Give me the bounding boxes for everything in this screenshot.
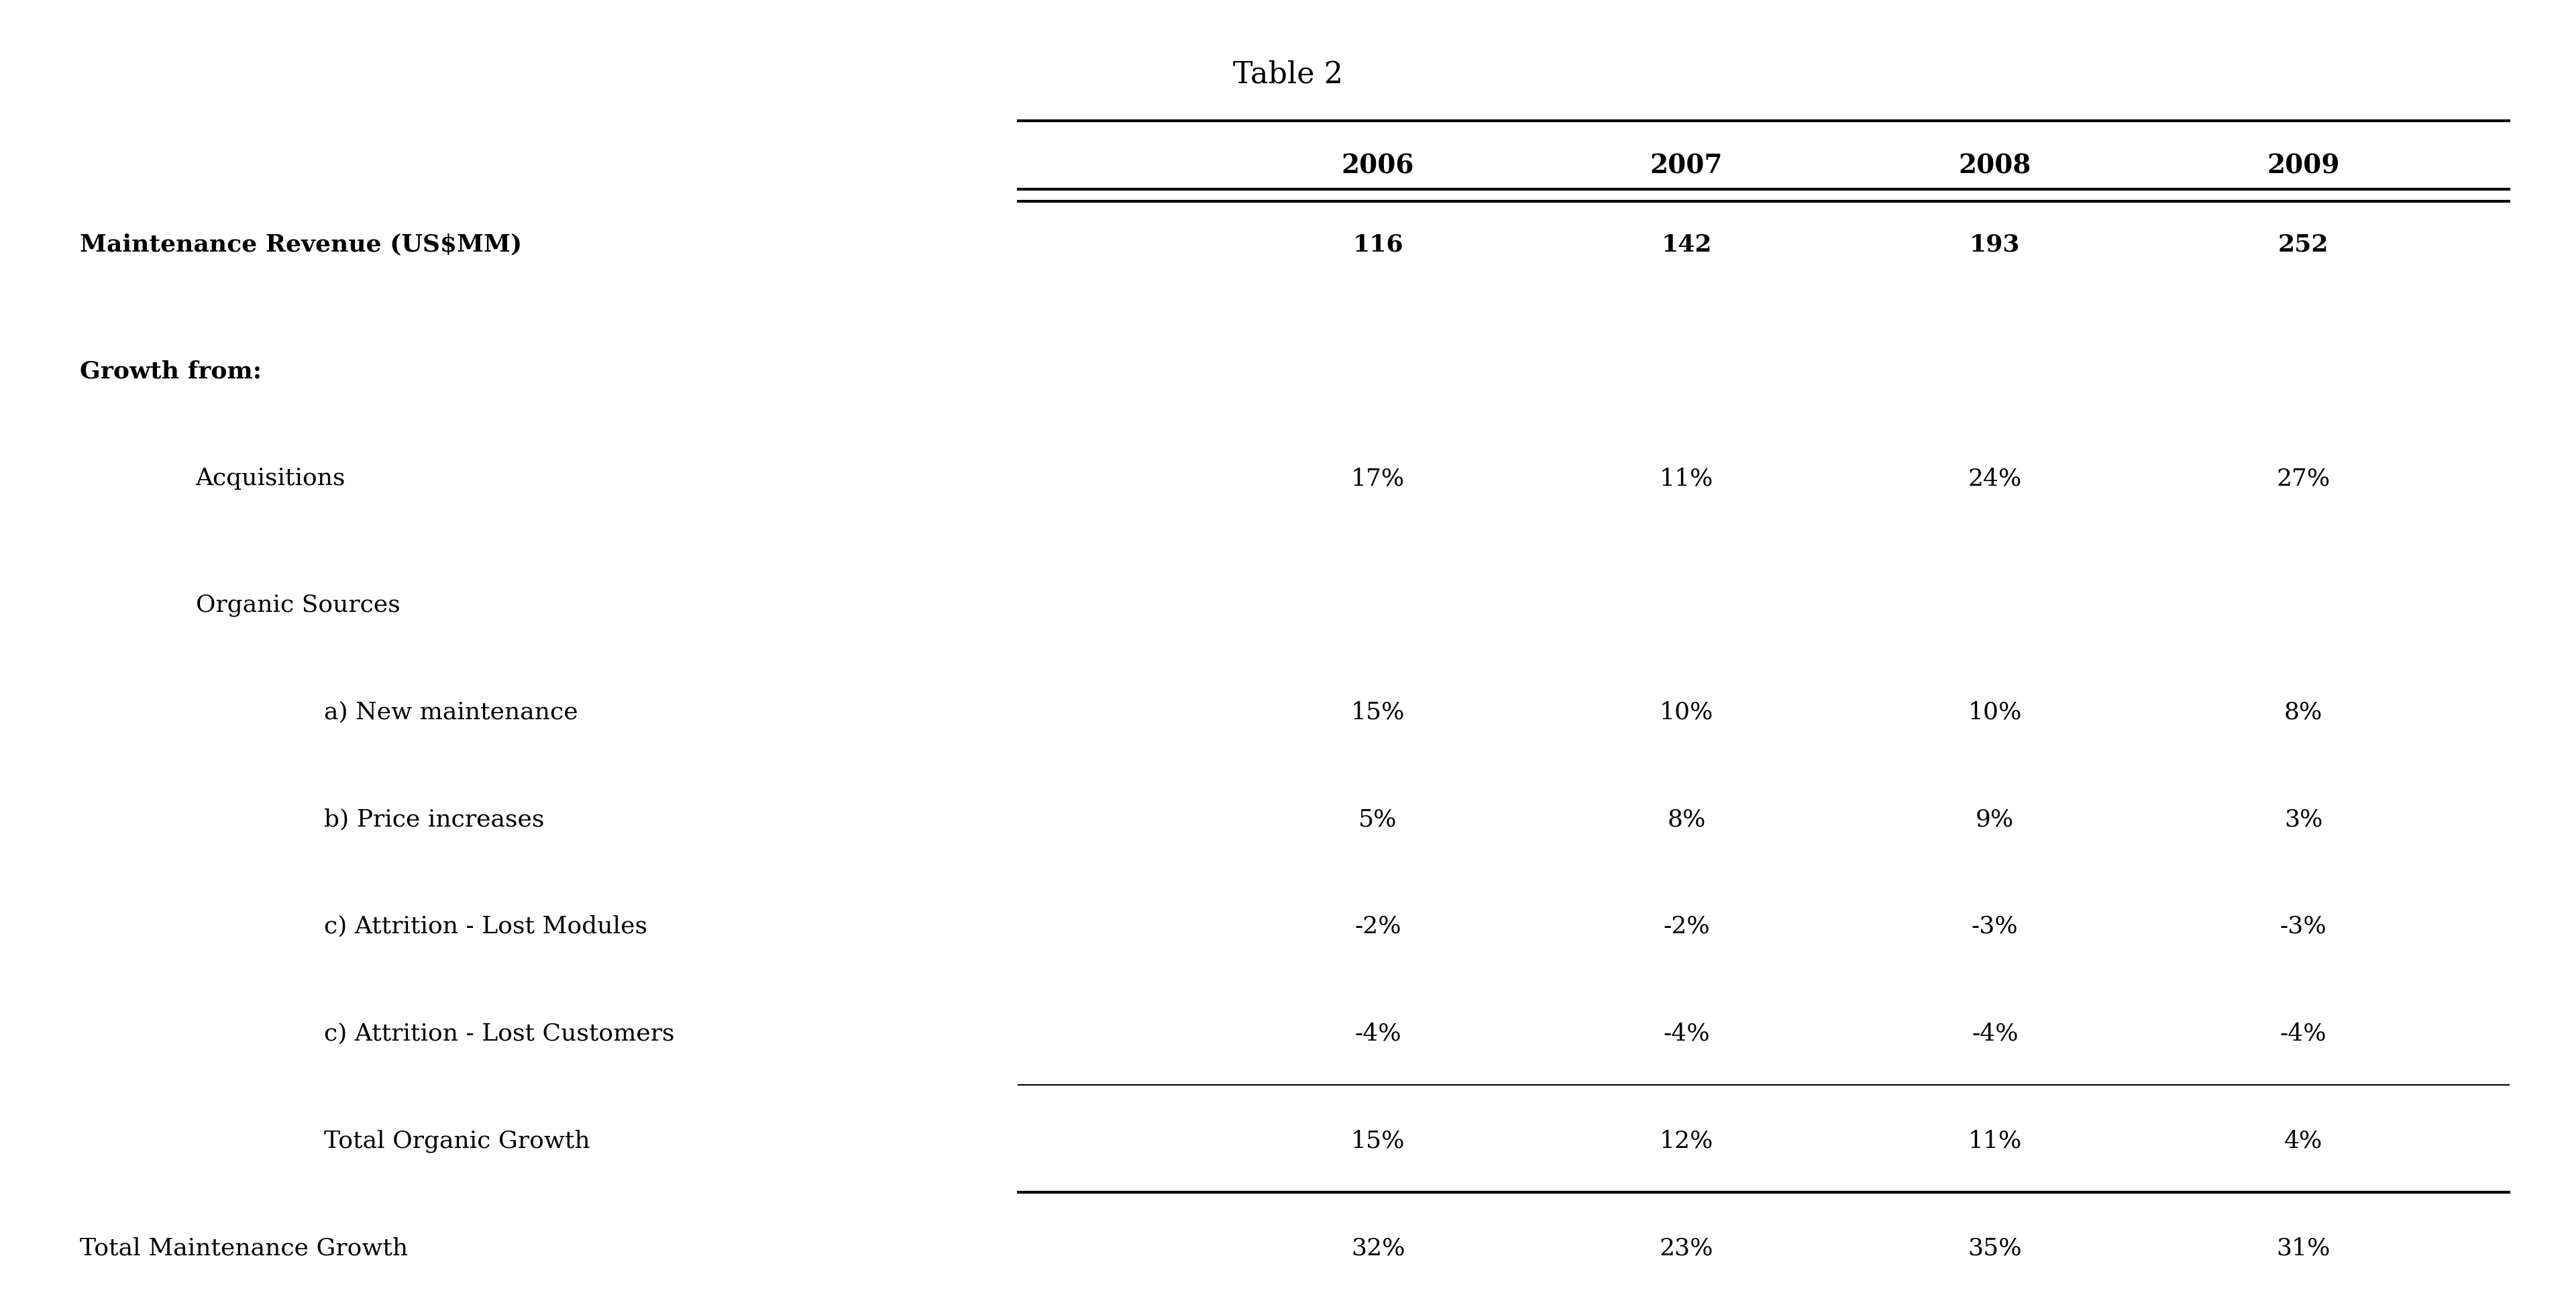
Text: 5%: 5% [1358, 807, 1396, 831]
Text: 116: 116 [1352, 234, 1404, 256]
Text: 35%: 35% [1968, 1237, 2022, 1259]
Text: 3%: 3% [2285, 807, 2324, 831]
Text: a) New maintenance: a) New maintenance [325, 701, 577, 723]
Text: 27%: 27% [2277, 467, 2331, 490]
Text: Acquisitions: Acquisitions [196, 467, 345, 490]
Text: Maintenance Revenue (US$MM): Maintenance Revenue (US$MM) [80, 234, 523, 256]
Text: -3%: -3% [1971, 915, 2017, 937]
Text: -2%: -2% [1664, 915, 1710, 937]
Text: -4%: -4% [2280, 1023, 2326, 1045]
Text: Growth from:: Growth from: [80, 360, 263, 382]
Text: 32%: 32% [1350, 1237, 1404, 1259]
Text: 252: 252 [2277, 234, 2329, 256]
Text: -4%: -4% [1355, 1023, 1401, 1045]
Text: 142: 142 [1662, 234, 1710, 256]
Text: 12%: 12% [1659, 1129, 1713, 1153]
Text: 17%: 17% [1350, 467, 1404, 490]
Text: 193: 193 [1971, 234, 2020, 256]
Text: Total Maintenance Growth: Total Maintenance Growth [80, 1237, 407, 1259]
Text: c) Attrition - Lost Customers: c) Attrition - Lost Customers [325, 1023, 675, 1045]
Text: c) Attrition - Lost Modules: c) Attrition - Lost Modules [325, 915, 647, 937]
Text: 24%: 24% [1968, 467, 2022, 490]
Text: b) Price increases: b) Price increases [325, 807, 544, 831]
Text: 2007: 2007 [1651, 154, 1723, 179]
Text: -4%: -4% [1664, 1023, 1710, 1045]
Text: -4%: -4% [1971, 1023, 2017, 1045]
Text: 2008: 2008 [1958, 154, 2032, 179]
Text: 8%: 8% [2285, 701, 2324, 723]
Text: 11%: 11% [1968, 1129, 2022, 1153]
Text: 2006: 2006 [1342, 154, 1414, 179]
Text: 2009: 2009 [2267, 154, 2339, 179]
Text: 8%: 8% [1667, 807, 1705, 831]
Text: Table 2: Table 2 [1234, 60, 1342, 89]
Text: 31%: 31% [2277, 1237, 2331, 1259]
Text: Organic Sources: Organic Sources [196, 593, 399, 616]
Text: -3%: -3% [2280, 915, 2326, 937]
Text: 4%: 4% [2285, 1129, 2324, 1153]
Text: 10%: 10% [1659, 701, 1713, 723]
Text: 23%: 23% [1659, 1237, 1713, 1259]
Text: -2%: -2% [1355, 915, 1401, 937]
Text: 10%: 10% [1968, 701, 2022, 723]
Text: 15%: 15% [1350, 701, 1404, 723]
Text: 15%: 15% [1350, 1129, 1404, 1153]
Text: 9%: 9% [1976, 807, 2014, 831]
Text: Total Organic Growth: Total Organic Growth [325, 1129, 590, 1153]
Text: 11%: 11% [1659, 467, 1713, 490]
